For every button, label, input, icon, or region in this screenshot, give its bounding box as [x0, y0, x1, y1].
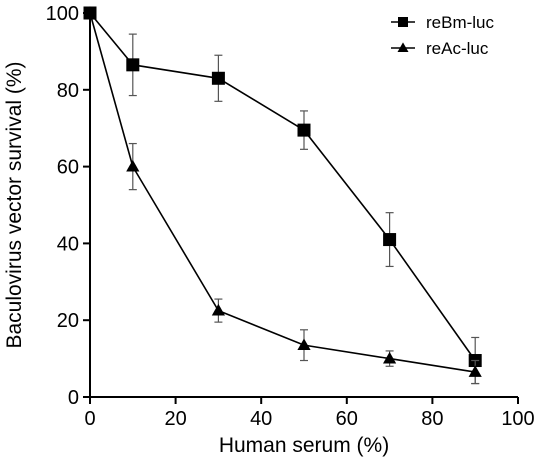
data-point [83, 6, 97, 18]
legend-label: reBm-luc [426, 13, 495, 32]
data-point [383, 233, 397, 247]
series-reBm-luc [83, 6, 482, 385]
y-tick-label: 80 [57, 80, 79, 102]
legend-label: reAc-luc [426, 39, 489, 58]
data-point [211, 303, 225, 316]
y-tick-label: 40 [57, 233, 79, 255]
axes: 0 20 40 60 80 100 0 20 40 60 80 100 [46, 3, 535, 430]
legend-marker [398, 17, 408, 27]
y-tick-label: 60 [57, 157, 79, 179]
x-tick-label: 0 [84, 408, 95, 430]
data-point [468, 365, 482, 377]
series-line [89, 12, 476, 373]
y-tick-label: 100 [46, 3, 79, 25]
series-reAc-luc [83, 6, 482, 385]
y-tick-label: 20 [57, 310, 79, 332]
legend-entry: reAc-luc [391, 39, 489, 58]
x-tick-label: 40 [250, 408, 272, 430]
y-axis-label: Baculovirus vector survival (%) [3, 61, 26, 348]
data-point [126, 58, 140, 72]
data-point [211, 71, 225, 85]
y-tick-label: 0 [68, 387, 79, 409]
x-tick-label: 80 [421, 408, 443, 430]
legend-entry: reBm-luc [391, 13, 495, 32]
legend: reBm-luc reAc-luc [391, 13, 495, 58]
x-tick-label: 20 [164, 408, 186, 430]
x-tick-label: 60 [336, 408, 358, 430]
legend-marker [397, 42, 409, 53]
x-tick-label: 100 [501, 408, 534, 430]
series-area [83, 6, 482, 385]
data-point [126, 159, 140, 172]
series-line [89, 12, 476, 361]
data-point [383, 351, 397, 364]
x-axis-label: Human serum (%) [219, 434, 389, 457]
data-point [297, 338, 311, 351]
data-point [297, 123, 311, 137]
